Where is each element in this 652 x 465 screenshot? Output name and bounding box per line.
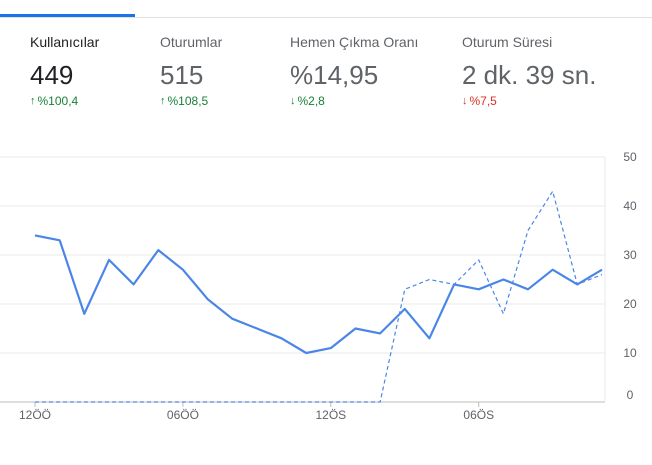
metric-label: Kullanıcılar [30, 34, 100, 50]
metric-value: 515 [160, 60, 204, 90]
metric-tab-session-duration[interactable]: Oturum Süresi 2 dk. 39 sn. ↓ %7,5 [462, 18, 642, 128]
metric-label: Oturum Süresi [462, 34, 553, 50]
metric-label: Hemen Çıkma Oranı [290, 34, 419, 50]
y-tick-label: 50 [623, 150, 637, 164]
metric-delta: ↓ %7,5 [462, 94, 497, 108]
metric-delta-text: %100,4 [37, 94, 79, 108]
metric-value: 449 [30, 60, 74, 90]
metric-value: %14,95 [290, 60, 379, 90]
y-tick-label: 40 [623, 199, 637, 213]
metric-delta: ↓ %2,8 [290, 94, 325, 108]
metric-delta: ↑ %108,5 [160, 94, 208, 108]
line-chart: 0 10 20 30 40 50 12ÖÖ 06ÖÖ 12ÖS 06ÖS [0, 140, 652, 465]
metric-delta-text: %7,5 [469, 94, 497, 108]
metric-delta: ↑ %100,4 [30, 94, 78, 108]
x-tick-label: 06ÖÖ [167, 408, 199, 422]
metric-delta-text: %2,8 [297, 94, 325, 108]
arrow-up-icon: ↑ [160, 95, 166, 107]
metric-label: Oturumlar [160, 34, 223, 50]
metric-tab-users[interactable]: Kullanıcılar 449 ↑ %100,4 [30, 18, 155, 128]
tab-divider [0, 17, 652, 18]
arrow-up-icon: ↑ [30, 95, 36, 107]
current-period-line [34, 234, 603, 355]
previous-period-line [35, 190, 603, 403]
y-tick-label: 0 [627, 388, 634, 402]
metric-tab-bounce-rate[interactable]: Hemen Çıkma Oranı %14,95 ↓ %2,8 [290, 18, 455, 128]
metric-tab-sessions[interactable]: Oturumlar 515 ↑ %108,5 [160, 18, 285, 128]
y-tick-label: 10 [623, 346, 637, 360]
active-tab-indicator [0, 14, 135, 18]
metric-value: 2 dk. 39 sn. [462, 60, 597, 90]
arrow-down-icon: ↓ [462, 95, 468, 107]
line-chart-svg: 0 10 20 30 40 50 12ÖÖ 06ÖÖ 12ÖS 06ÖS [0, 150, 637, 422]
x-tick-label: 12ÖÖ [19, 408, 51, 422]
arrow-down-icon: ↓ [290, 95, 296, 107]
x-tick-label: 06ÖS [463, 408, 494, 422]
y-tick-label: 20 [623, 297, 637, 311]
x-tick-label: 12ÖS [315, 408, 346, 422]
metric-delta-text: %108,5 [167, 94, 209, 108]
metrics-row: Kullanıcılar 449 ↑ %100,4 Oturumlar 515 … [0, 18, 652, 128]
y-tick-label: 30 [623, 248, 637, 262]
